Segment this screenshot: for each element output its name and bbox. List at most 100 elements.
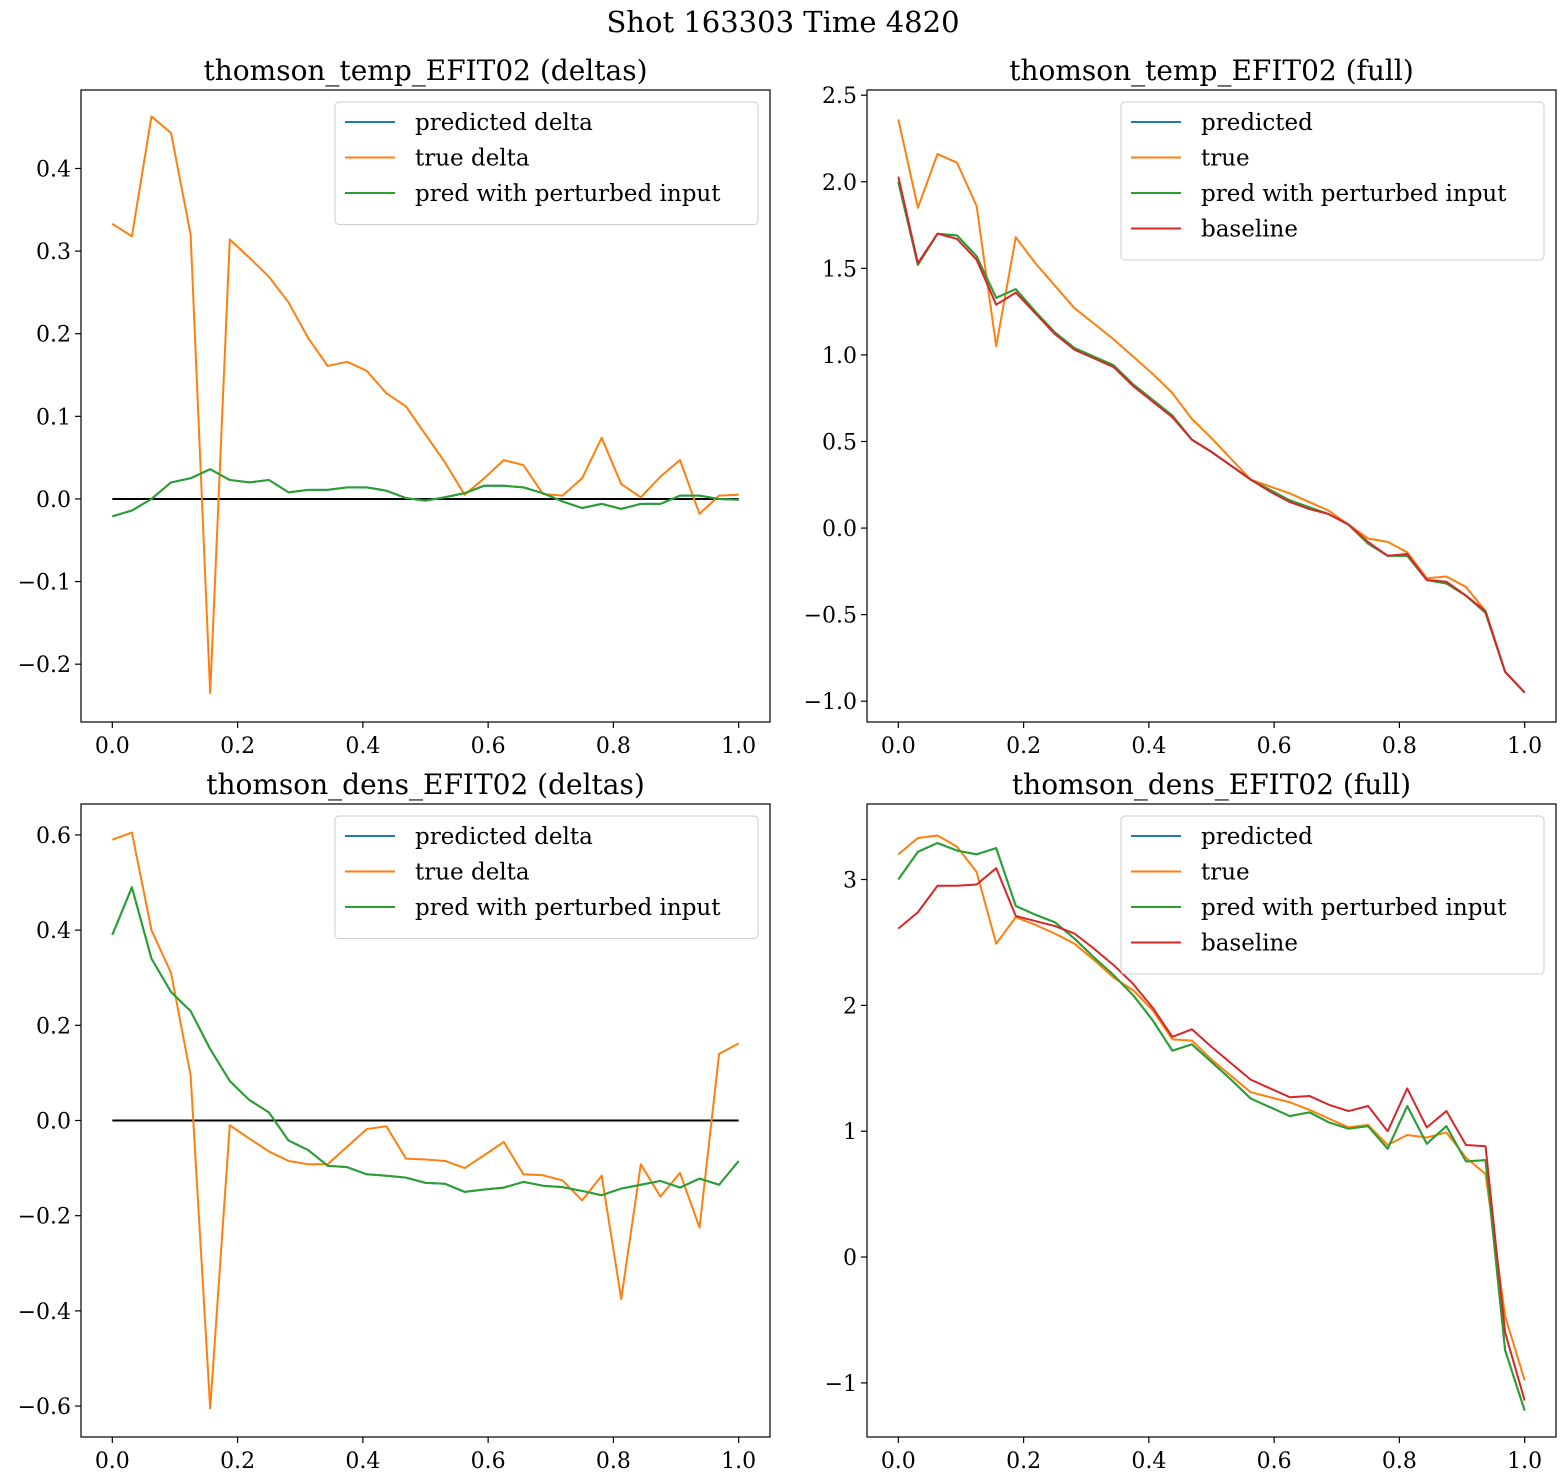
- legend-label: pred with perturbed input: [1201, 895, 1507, 921]
- subplot-2: thomson_temp_EFIT02 (full) 0.0 0.2 0.4 0.6 0.…: [804, 54, 1557, 759]
- y-tick-label: 0.4: [36, 157, 71, 182]
- subplot-title: thomson_temp_EFIT02 (deltas): [204, 54, 648, 87]
- legend-label: baseline: [1201, 217, 1298, 243]
- x-tick-label: 0.2: [220, 1449, 255, 1474]
- x-tick-label: 0.4: [1131, 734, 1166, 759]
- series-line-true-delta: [111, 115, 739, 695]
- x-tick-label: 1.0: [721, 734, 756, 759]
- legend-label: true: [1201, 860, 1250, 886]
- x-tick-label: 0.4: [1131, 1449, 1166, 1474]
- x-tick-label: 0.6: [471, 1449, 506, 1474]
- subplot-grid: thomson_temp_EFIT02 (deltas) 0.0 0.2 0.4 0.6…: [18, 54, 1557, 1474]
- series-line-true: [897, 834, 1526, 1381]
- series-line-pred-with-perturbed-input: [897, 842, 1526, 1411]
- legend-label: pred with perturbed input: [415, 181, 721, 207]
- y-tick-label: 0.3: [36, 240, 71, 265]
- legend-label: pred with perturbed input: [1201, 181, 1507, 207]
- axes-frame: [866, 89, 1557, 723]
- y-tick-label: −0.1: [18, 571, 71, 596]
- x-tick-label: 0.0: [881, 1449, 916, 1474]
- x-tick-label: 1.0: [721, 1449, 756, 1474]
- plot-area: [111, 115, 739, 695]
- y-tick-label: 1: [843, 1120, 857, 1145]
- legend-label: baseline: [1201, 931, 1298, 957]
- series-line-pred-with-perturbed-input: [112, 468, 739, 518]
- axes-frame: [80, 89, 771, 723]
- x-tick-label: 0.4: [345, 1449, 380, 1474]
- series-line-true: [897, 119, 1526, 694]
- subplot-3: thomson_dens_EFIT02 (deltas) 0.0 0.2 0.4 0.6…: [18, 768, 771, 1474]
- series-line-baseline: [897, 867, 1526, 1401]
- subplot-title: thomson_temp_EFIT02 (full): [1009, 54, 1414, 87]
- x-tick-label: 0.8: [1382, 734, 1417, 759]
- x-tick-label: 0.0: [881, 734, 916, 759]
- subplot-title: thomson_dens_EFIT02 (full): [1012, 768, 1411, 801]
- subplot-title: thomson_dens_EFIT02 (deltas): [206, 768, 645, 801]
- axes-frame: [866, 803, 1557, 1438]
- subplot-4: thomson_dens_EFIT02 (full) 0.0 0.2 0.4 0.6 0.…: [825, 768, 1557, 1474]
- x-tick-label: 0.0: [95, 734, 130, 759]
- x-tick-label: 0.2: [1006, 1449, 1041, 1474]
- y-tick-label: 0.4: [36, 919, 71, 944]
- plot-area: [897, 119, 1526, 694]
- y-tick-label: 0.6: [36, 824, 71, 849]
- y-tick-label: 1.0: [822, 344, 857, 369]
- series-line-true-delta: [111, 831, 740, 1410]
- y-tick-label: −1: [825, 1372, 857, 1397]
- y-tick-label: 0.5: [822, 430, 857, 455]
- legend-label: pred with perturbed input: [415, 895, 721, 921]
- legend-label: true delta: [415, 146, 530, 172]
- y-tick-label: −0.2: [18, 1205, 71, 1230]
- legend: predicted true pred with perturbed input ba…: [1120, 101, 1545, 261]
- y-tick-label: 2.5: [822, 84, 857, 109]
- legend-box: [334, 101, 759, 225]
- y-tick-label: −0.6: [18, 1395, 71, 1420]
- y-tick-label: −0.2: [18, 653, 71, 678]
- y-tick-label: 3: [843, 869, 857, 894]
- legend-label: predicted: [1201, 824, 1313, 850]
- y-tick-label: 0: [843, 1246, 857, 1271]
- legend-box: [1120, 815, 1545, 975]
- y-tick-label: 0.0: [822, 517, 857, 542]
- legend-label: true: [1201, 146, 1250, 172]
- figure-suptitle: Shot 163303 Time 4820: [606, 5, 959, 39]
- legend: predicted true pred with perturbed input ba…: [1120, 815, 1545, 975]
- y-tick-label: −0.5: [804, 604, 857, 629]
- x-tick-label: 0.2: [1006, 734, 1041, 759]
- y-tick-label: −1.0: [804, 690, 857, 715]
- x-tick-label: 0.8: [596, 734, 631, 759]
- x-tick-label: 0.6: [1257, 734, 1292, 759]
- series-line-pred-with-perturbed-input: [111, 886, 740, 1197]
- legend-label: true delta: [415, 860, 530, 886]
- x-tick-label: 0.6: [471, 734, 506, 759]
- legend-box: [1120, 101, 1545, 261]
- y-tick-label: 1.5: [822, 257, 857, 282]
- series-line-baseline: [897, 176, 1526, 694]
- y-tick-label: 2.0: [822, 171, 857, 196]
- x-tick-label: 0.6: [1257, 1449, 1292, 1474]
- legend-label: predicted delta: [415, 824, 593, 850]
- y-tick-label: 0.0: [36, 1110, 71, 1135]
- x-tick-label: 0.0: [95, 1449, 130, 1474]
- y-tick-label: 0.2: [36, 1014, 71, 1039]
- x-tick-label: 0.2: [220, 734, 255, 759]
- x-tick-label: 0.4: [345, 734, 380, 759]
- legend-box: [334, 815, 759, 939]
- y-tick-label: −0.4: [18, 1300, 71, 1325]
- x-tick-label: 1.0: [1507, 1449, 1542, 1474]
- legend-label: predicted: [1201, 110, 1313, 136]
- x-tick-label: 1.0: [1507, 734, 1542, 759]
- legend: predicted delta true delta pred with pertu…: [334, 101, 759, 225]
- plot-area: [897, 834, 1526, 1411]
- y-tick-label: 0.1: [36, 405, 71, 430]
- plot-area: [111, 831, 740, 1410]
- subplot-1: thomson_temp_EFIT02 (deltas) 0.0 0.2 0.4 0.6…: [18, 54, 771, 759]
- y-tick-label: 0.2: [36, 323, 71, 348]
- y-tick-label: 0.0: [36, 488, 71, 513]
- x-tick-label: 0.8: [1382, 1449, 1417, 1474]
- y-tick-label: 2: [843, 994, 857, 1019]
- legend-label: predicted delta: [415, 110, 593, 136]
- x-tick-label: 0.8: [596, 1449, 631, 1474]
- legend: predicted delta true delta pred with pertu…: [334, 815, 759, 939]
